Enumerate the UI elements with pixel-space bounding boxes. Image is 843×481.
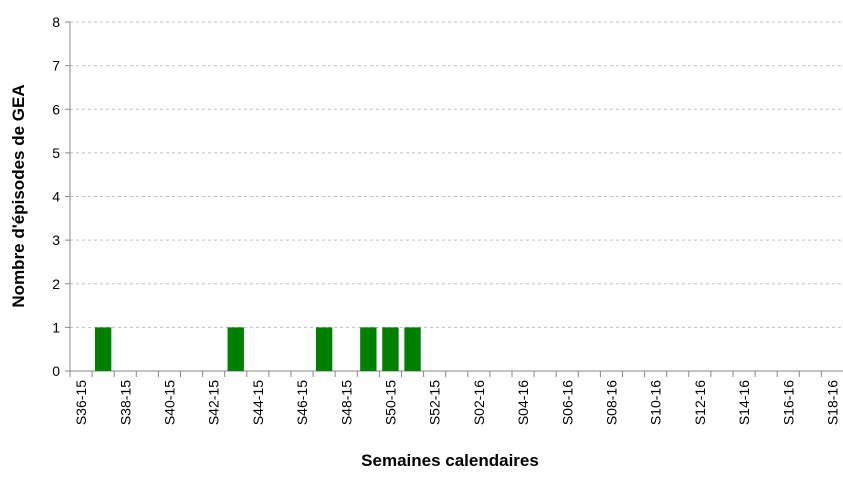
y-axis-title: Nombre d'épisodes de GEA (9, 84, 28, 307)
bar (94, 327, 112, 371)
y-tick-label: 6 (52, 101, 60, 117)
x-tick-label: S10-16 (648, 380, 664, 425)
x-tick-label: S04-16 (515, 380, 531, 425)
x-tick-label: S36-15 (73, 380, 89, 425)
y-tick-label: 0 (52, 363, 60, 379)
x-tick-label: S16-16 (780, 380, 796, 425)
x-tick-label: S40-15 (161, 380, 177, 425)
y-tick-label: 7 (52, 58, 60, 74)
x-tick-label: S18-16 (824, 380, 840, 425)
y-tick-label: 3 (52, 232, 60, 248)
x-tick-label: S52-15 (427, 380, 443, 425)
x-tick-label: S50-15 (382, 380, 398, 425)
x-tick-label: S14-16 (736, 380, 752, 425)
y-tick-label: 2 (52, 276, 60, 292)
bar (404, 327, 421, 371)
y-tick-label: 1 (52, 319, 60, 335)
x-tick-label: S38-15 (117, 380, 133, 425)
x-tick-label: S02-16 (471, 380, 487, 425)
y-tick-label: 5 (52, 145, 60, 161)
x-tick-label: S46-15 (294, 380, 310, 425)
x-tick-label: S12-16 (692, 380, 708, 425)
bar (227, 327, 244, 371)
x-tick-label: S06-16 (559, 380, 575, 425)
x-tick-label: S08-16 (603, 380, 619, 425)
bar (360, 327, 377, 371)
x-tick-label: S42-15 (206, 380, 222, 425)
x-tick-label: S44-15 (250, 380, 266, 425)
bar (315, 327, 333, 371)
y-tick-label: 4 (52, 189, 60, 205)
x-axis-title: Semaines calendaires (361, 451, 539, 470)
y-tick-label: 8 (52, 14, 60, 30)
x-tick-label: S48-15 (338, 380, 354, 425)
bar (382, 327, 399, 371)
